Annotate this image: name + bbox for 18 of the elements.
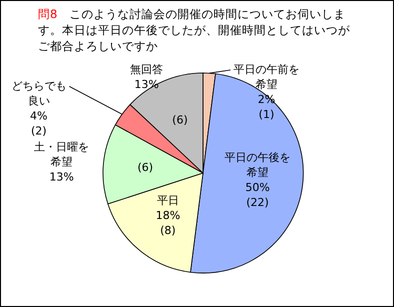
text: (8) — [160, 224, 176, 237]
text: (2) — [30, 124, 47, 138]
chart-title: 問8 このような討論会の開催の時間についてお伺いします。本日は平日の午後でしたが、開催時間としてはいつがご都合よろしいですか — [38, 7, 351, 53]
data-label: 50% — [245, 180, 270, 194]
slice-label: 平日の午前を希望 — [233, 63, 300, 91]
text: (1) — [258, 108, 274, 121]
slice-label: 無回答 — [130, 63, 164, 76]
data-label: 13% — [134, 78, 159, 91]
text: (22) — [246, 196, 269, 209]
data-label: 18% — [156, 208, 180, 222]
slice-label: どちらでも良い — [11, 79, 66, 108]
slice-label: 平日 — [156, 194, 179, 207]
slice-label: 土・日曜を希望 — [34, 140, 90, 169]
text: (6) — [137, 161, 154, 174]
text: (6) — [172, 113, 188, 126]
data-label: 13% — [49, 170, 74, 184]
data-label: 4% — [30, 109, 48, 122]
slice-label: 平日の午後を希望 — [224, 150, 291, 179]
